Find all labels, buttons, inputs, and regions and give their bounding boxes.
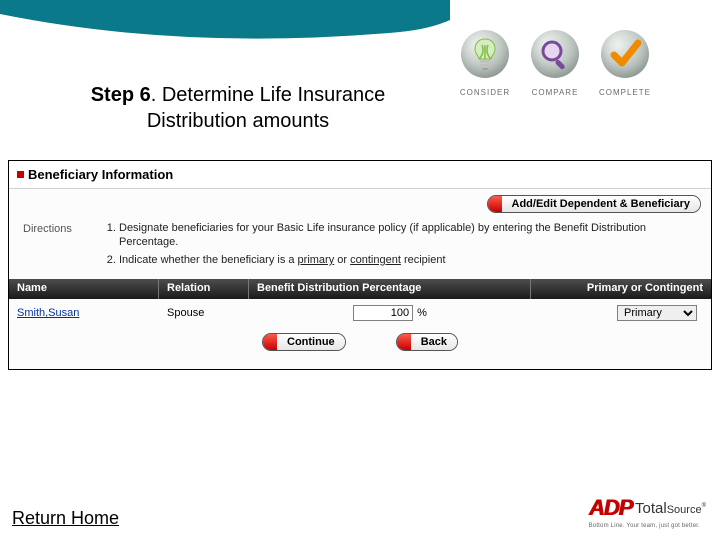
row-pc-cell: PrimaryContingent	[531, 305, 711, 321]
check-icon	[601, 30, 649, 78]
distribution-percentage-input[interactable]	[353, 305, 413, 321]
button-cap-icon	[397, 334, 411, 350]
col-relation: Relation	[159, 279, 249, 299]
return-home-link[interactable]: Return Home	[12, 508, 119, 529]
beneficiary-name-link[interactable]: Smith,Susan	[9, 307, 79, 319]
section-bullet-icon	[17, 171, 24, 178]
adp-logo-text: ADP	[589, 495, 632, 521]
section-title: Beneficiary Information	[28, 167, 173, 182]
direction-item-1: Designate beneficiaries for your Basic L…	[119, 221, 701, 249]
footer-logo: ADP TotalSource® Bottom Line. Your team,…	[589, 495, 706, 529]
bulb-icon	[461, 30, 509, 78]
status-compare: COMPARE	[525, 30, 585, 97]
col-pc: Primary or Contingent	[531, 279, 711, 299]
beneficiary-panel: Beneficiary Information Add/Edit Depende…	[8, 160, 712, 370]
status-compare-label: COMPARE	[532, 88, 579, 97]
primary-contingent-select[interactable]: PrimaryContingent	[617, 305, 697, 321]
magnifier-icon	[531, 30, 579, 78]
back-button[interactable]: Back	[396, 333, 458, 351]
directions-list: Designate beneficiaries for your Basic L…	[99, 221, 701, 271]
continue-label: Continue	[277, 334, 345, 350]
button-cap-icon	[263, 334, 277, 350]
step-title-rest: . Determine Life Insurance Distribution …	[147, 84, 385, 132]
action-row: Continue Back	[9, 327, 711, 361]
directions-row: Directions Designate beneficiaries for y…	[9, 217, 711, 279]
pct-suffix: %	[417, 307, 427, 319]
continue-button[interactable]: Continue	[262, 333, 346, 351]
add-edit-beneficiary-button[interactable]: Add/Edit Dependent & Beneficiary	[487, 195, 701, 213]
button-cap-icon	[488, 196, 502, 212]
col-pct: Benefit Distribution Percentage	[249, 279, 531, 299]
col-name: Name	[9, 279, 159, 299]
status-consider: CONSIDER	[455, 30, 515, 97]
panel-body: Add/Edit Dependent & Beneficiary Directi…	[9, 189, 711, 369]
footer-tagline: Bottom Line. Your team, just got better.	[589, 523, 706, 529]
status-consider-label: CONSIDER	[460, 88, 510, 97]
page-title: Step 6. Determine Life Insurance Distrib…	[78, 82, 398, 134]
beneficiary-row: Smith,Susan Spouse % PrimaryContingent	[9, 299, 711, 327]
direction-item-2: Indicate whether the beneficiary is a pr…	[119, 253, 701, 267]
status-row: CONSIDER COMPARE COMPLETE	[455, 30, 655, 97]
row-pct-cell: %	[249, 305, 531, 321]
swoosh-shape	[0, 0, 450, 39]
row-name-cell: Smith,Susan	[9, 307, 159, 319]
column-header-row: Name Relation Benefit Distribution Perce…	[9, 279, 711, 299]
status-complete: COMPLETE	[595, 30, 655, 97]
back-label: Back	[411, 334, 457, 350]
row-relation-cell: Spouse	[159, 307, 249, 319]
section-header: Beneficiary Information	[9, 161, 711, 189]
directions-label: Directions	[23, 221, 99, 271]
totalsource-text: TotalSource®	[635, 500, 706, 517]
status-complete-label: COMPLETE	[599, 88, 651, 97]
add-edit-beneficiary-label: Add/Edit Dependent & Beneficiary	[502, 196, 700, 212]
step-label: Step 6	[91, 84, 151, 106]
top-button-row: Add/Edit Dependent & Beneficiary	[9, 189, 711, 217]
